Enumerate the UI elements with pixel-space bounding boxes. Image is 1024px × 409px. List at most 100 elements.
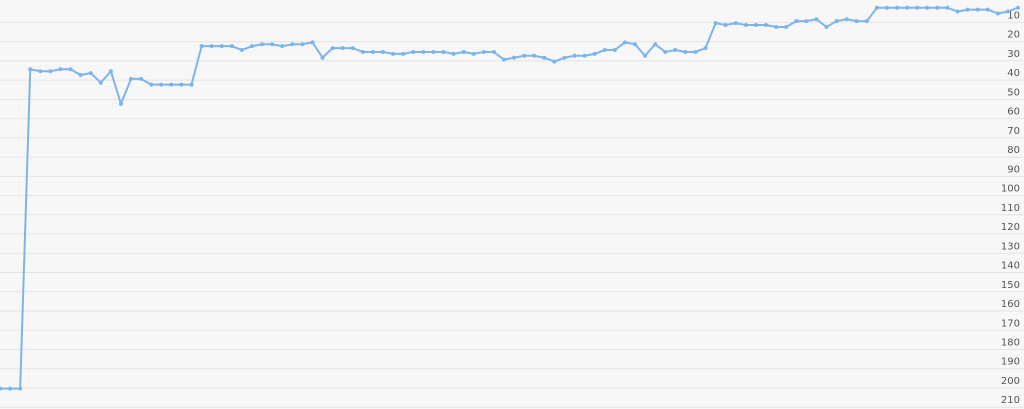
data-point xyxy=(471,51,476,56)
data-point xyxy=(189,82,194,87)
data-point xyxy=(743,23,748,28)
data-point xyxy=(360,49,365,54)
data-point xyxy=(895,5,900,10)
data-point xyxy=(935,5,940,10)
data-point xyxy=(562,55,567,60)
data-point xyxy=(441,49,446,54)
data-point xyxy=(905,5,910,10)
y-tick-label: 30 xyxy=(1007,49,1020,60)
data-point xyxy=(733,21,738,26)
data-point xyxy=(78,73,83,78)
data-point xyxy=(874,5,879,10)
data-point xyxy=(58,67,63,72)
y-tick-label: 170 xyxy=(1001,318,1020,329)
data-point xyxy=(864,19,869,24)
data-point xyxy=(0,386,2,391)
data-point xyxy=(411,49,416,54)
data-point xyxy=(118,101,123,106)
data-point xyxy=(108,69,113,74)
data-point xyxy=(169,82,174,87)
data-point xyxy=(401,51,406,56)
data-point xyxy=(260,42,265,47)
y-tick-label: 60 xyxy=(1007,107,1020,118)
data-point xyxy=(391,51,396,56)
data-point xyxy=(834,19,839,24)
y-tick-label: 210 xyxy=(1001,395,1020,406)
data-point xyxy=(300,42,305,47)
data-point xyxy=(965,7,970,12)
data-point xyxy=(854,19,859,24)
data-point xyxy=(582,53,587,58)
data-point xyxy=(915,5,920,10)
y-tick-label: 40 xyxy=(1007,68,1020,79)
data-point xyxy=(431,49,436,54)
data-point xyxy=(68,67,73,72)
data-point xyxy=(219,44,224,49)
data-point xyxy=(955,9,960,14)
data-point xyxy=(179,82,184,87)
data-point xyxy=(602,48,607,53)
y-tick-label: 130 xyxy=(1001,241,1020,252)
y-tick-label: 80 xyxy=(1007,145,1020,156)
data-point xyxy=(784,24,789,29)
data-point xyxy=(270,42,275,47)
data-point xyxy=(239,48,244,53)
data-point xyxy=(643,53,648,58)
data-point xyxy=(370,49,375,54)
data-point xyxy=(794,19,799,24)
data-point xyxy=(330,46,335,51)
data-point xyxy=(693,49,698,54)
y-tick-label: 100 xyxy=(1001,184,1020,195)
y-tick-label: 140 xyxy=(1001,261,1020,272)
data-point xyxy=(824,24,829,29)
y-tick-label: 90 xyxy=(1007,164,1020,175)
data-point xyxy=(199,44,204,49)
data-point xyxy=(552,59,557,64)
data-point xyxy=(925,5,930,10)
data-point xyxy=(139,76,144,81)
data-point xyxy=(149,82,154,87)
data-point xyxy=(673,48,678,53)
y-tick-label: 110 xyxy=(1001,203,1020,214)
data-point xyxy=(723,23,728,28)
data-point xyxy=(653,42,658,47)
data-point xyxy=(592,51,597,56)
data-point xyxy=(98,80,103,85)
data-point xyxy=(814,17,819,22)
data-point xyxy=(663,49,668,54)
data-point xyxy=(713,21,718,26)
y-tick-label: 180 xyxy=(1001,338,1020,349)
y-tick-label: 190 xyxy=(1001,357,1020,368)
data-point xyxy=(1005,9,1010,14)
y-tick-label: 200 xyxy=(1001,376,1020,387)
data-point xyxy=(350,46,355,51)
data-point xyxy=(8,386,13,391)
y-tick-label: 10 xyxy=(1007,10,1020,21)
data-point xyxy=(512,55,517,60)
data-point xyxy=(884,5,889,10)
data-point xyxy=(451,51,456,56)
data-point xyxy=(774,24,779,29)
data-point xyxy=(703,46,708,51)
y-tick-label: 20 xyxy=(1007,30,1020,41)
data-point xyxy=(985,7,990,12)
data-point xyxy=(804,19,809,24)
data-point xyxy=(229,44,234,49)
data-point xyxy=(753,23,758,28)
data-point xyxy=(542,55,547,60)
data-point xyxy=(48,69,53,74)
y-tick-label: 160 xyxy=(1001,299,1020,310)
data-point xyxy=(38,69,43,74)
data-point xyxy=(764,23,769,28)
data-point xyxy=(88,71,93,76)
data-point xyxy=(28,67,33,72)
data-point xyxy=(340,46,345,51)
data-point xyxy=(249,44,254,49)
data-point xyxy=(310,40,315,45)
data-point xyxy=(995,11,1000,16)
data-point xyxy=(491,49,496,54)
y-tick-label: 120 xyxy=(1001,222,1020,233)
y-tick-label: 70 xyxy=(1007,126,1020,137)
data-point xyxy=(632,42,637,47)
